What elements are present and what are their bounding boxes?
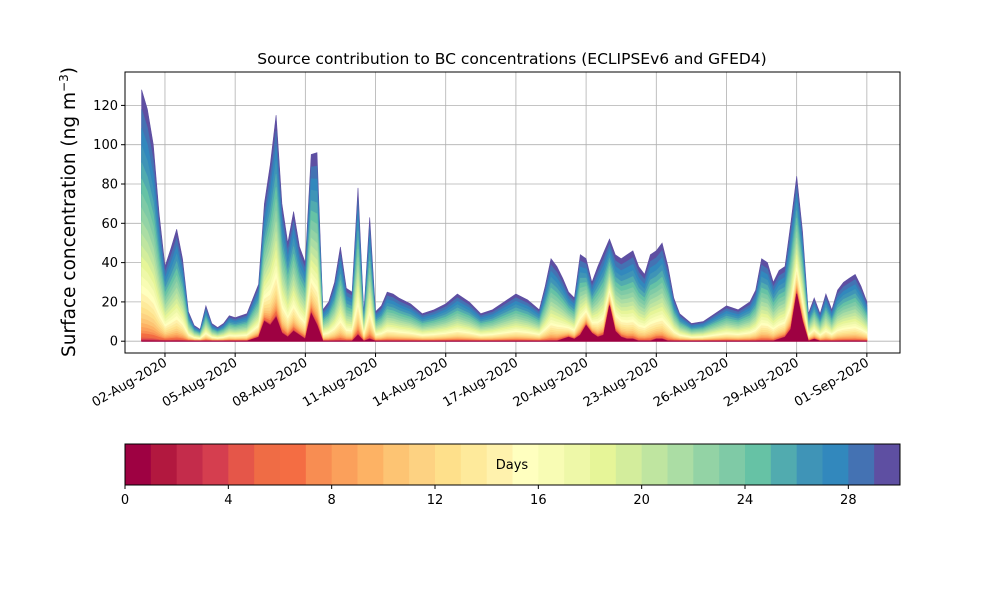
colorbar-segment (874, 444, 901, 485)
x-tick-label: 23-Aug-2020 (581, 355, 661, 410)
x-tick-label: 11-Aug-2020 (300, 355, 380, 410)
x-tick-label: 20-Aug-2020 (511, 355, 591, 410)
colorbar-segment (305, 444, 333, 485)
y-axis-label-close: ) (59, 67, 80, 74)
colorbar-segment (693, 444, 720, 485)
colorbar-ticks: 0 4 8 12 16 20 24 28 (121, 485, 857, 508)
colorbar-segment (150, 444, 178, 485)
colorbar-segment (460, 444, 488, 485)
colorbar-tick-label: 28 (840, 493, 857, 508)
colorbar-segment (590, 444, 617, 485)
colorbar-segment (512, 444, 539, 485)
colorbar-segment (486, 444, 513, 485)
y-tick-label: 40 (101, 256, 118, 271)
colorbar-segment (357, 444, 384, 485)
colorbar-tick-label: 12 (427, 493, 444, 508)
colorbar-segment (254, 444, 281, 485)
colorbar-segment (745, 444, 772, 485)
colorbar-segment (435, 444, 462, 485)
x-tick-label: 17-Aug-2020 (441, 355, 521, 410)
colorbar-tick-label: 24 (737, 493, 754, 508)
colorbar-segment (125, 444, 152, 485)
chart-title: Source contribution to BC concentrations… (257, 50, 766, 68)
colorbar-segment (564, 444, 591, 485)
y-tick-label: 60 (101, 217, 118, 232)
colorbar-segment (538, 444, 565, 485)
colorbar-segment (667, 444, 694, 485)
colorbar-tick-label: 16 (530, 493, 547, 508)
x-tick-label: 08-Aug-2020 (230, 355, 310, 410)
colorbar-tick-label: 4 (224, 493, 232, 508)
y-tick-label: 100 (93, 138, 118, 153)
colorbar-segment (796, 444, 823, 485)
x-tick-label: 05-Aug-2020 (160, 355, 240, 410)
y-tick-label: 20 (101, 295, 118, 310)
x-tick-label: 26-Aug-2020 (651, 355, 731, 410)
colorbar-segment (331, 444, 358, 485)
colorbar-segment (280, 444, 307, 485)
colorbar-segment (409, 444, 436, 485)
colorbar-segment (770, 444, 798, 485)
y-axis-ticks: 0 20 40 60 80 100 120 (93, 99, 125, 350)
x-tick-label: 14-Aug-2020 (370, 355, 450, 410)
colorbar-segment (383, 444, 410, 485)
y-axis-label: Surface concentration (ng m−3) (57, 67, 80, 357)
y-tick-label: 80 (101, 178, 118, 193)
colorbar-segment (641, 444, 668, 485)
colorbar-segment (202, 444, 229, 485)
stacked-area-bands (141, 89, 868, 342)
colorbar-tick-label: 20 (633, 493, 650, 508)
colorbar-segment (615, 444, 643, 485)
y-axis-label-superscript: −3 (57, 74, 71, 92)
x-tick-label: 02-Aug-2020 (90, 355, 170, 410)
colorbar-segment (719, 444, 746, 485)
colorbar-label: Days (496, 458, 529, 473)
y-tick-label: 120 (93, 99, 118, 114)
y-axis-label-main: Surface concentration (ng m (59, 92, 80, 357)
colorbar-segment (822, 444, 849, 485)
colorbar-tick-label: 8 (328, 493, 336, 508)
colorbar-segment (848, 444, 875, 485)
colorbar-segment (176, 444, 203, 485)
x-axis-ticks: 02-Aug-202005-Aug-202008-Aug-202011-Aug-… (90, 353, 872, 411)
y-tick-label: 0 (110, 335, 118, 350)
colorbar (125, 444, 901, 485)
plot-frame (124, 71, 901, 354)
colorbar-tick-label: 0 (121, 493, 129, 508)
x-tick-label: 01-Sep-2020 (792, 355, 872, 410)
x-tick-label: 29-Aug-2020 (721, 355, 801, 410)
colorbar-frame (124, 443, 901, 486)
colorbar-segment (228, 444, 255, 485)
